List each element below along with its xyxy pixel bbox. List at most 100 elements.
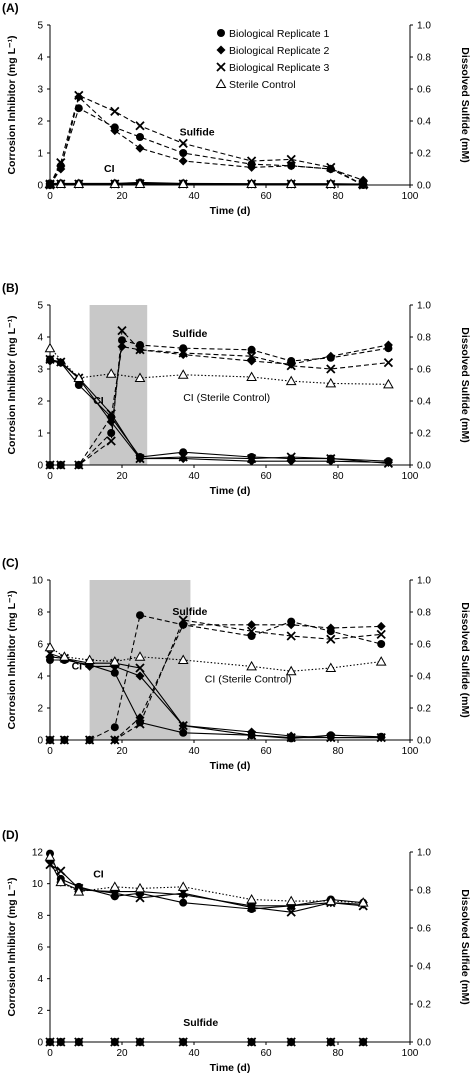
point-sterile-control-ci — [109, 881, 121, 891]
y2-tick-label: 0.2 — [417, 704, 431, 715]
point-biological-replicate-3-ci — [178, 452, 188, 462]
x-tick-label: 100 — [402, 471, 419, 482]
point-sterile-control-ci — [44, 342, 56, 353]
y-axis-label: Corrosion Inhibitor (mg L⁻¹) — [6, 35, 18, 174]
point-biological-replicate-2-sulfide — [178, 156, 188, 166]
y2-tick-label: 0.4 — [417, 962, 431, 973]
point-biological-replicate-3-ci — [383, 458, 394, 469]
point-sterile-control-ci — [134, 882, 146, 893]
x-axis-label: Time (d) — [210, 485, 251, 497]
x-tick-label: 60 — [260, 471, 272, 482]
point-biological-replicate-3-sulfide — [286, 361, 296, 371]
point-biological-replicate-3-ci — [45, 860, 55, 870]
panel-label: (A) — [2, 1, 19, 15]
point-sterile-control-ci — [177, 654, 189, 664]
point-biological-replicate-3-ci — [135, 453, 145, 464]
point-biological-replicate-1-sulfide — [179, 149, 188, 157]
point-biological-replicate-3-sulfide — [376, 629, 386, 640]
point-sterile-control-ci — [357, 897, 369, 907]
point-biological-replicate-3-sulfide — [106, 436, 116, 446]
x-tick-label: 40 — [188, 471, 200, 482]
point-biological-replicate-2-sulfide — [383, 340, 393, 350]
legend-label: Sterile Control — [229, 79, 296, 91]
point-biological-replicate-1-sulfide — [110, 723, 119, 732]
point-biological-replicate-3-ci — [135, 893, 145, 903]
point-biological-replicate-1-sulfide — [107, 429, 116, 437]
point-biological-replicate-3-sulfide — [117, 325, 127, 336]
point-biological-replicate-1-ci — [179, 728, 188, 737]
y2-tick-label: 0.6 — [417, 640, 431, 651]
y-tick-label: 0 — [37, 181, 43, 192]
point-biological-replicate-3-sulfide — [45, 180, 55, 190]
y-tick-label: 4 — [37, 333, 43, 344]
series-line-biological-replicate-2-sulfide — [50, 95, 364, 186]
y2-tick-label: 0.8 — [417, 886, 431, 897]
x-tick-label: 20 — [116, 191, 128, 202]
point-biological-replicate-3-sulfide — [135, 1037, 145, 1047]
point-biological-replicate-3-sulfide — [56, 460, 66, 470]
annotation: CI — [72, 661, 83, 673]
y2-tick-label: 0.8 — [417, 333, 431, 344]
legend-marker-triangle — [215, 78, 227, 88]
annotation: Sulfide — [183, 1017, 218, 1029]
x-axis-label: Time (d) — [210, 205, 251, 217]
point-biological-replicate-2-ci — [45, 356, 55, 366]
y-tick-label: 6 — [37, 943, 43, 954]
y2-tick-label: 0.2 — [417, 1000, 431, 1011]
point-biological-replicate-3-sulfide — [110, 735, 120, 745]
point-biological-replicate-2-sulfide — [326, 351, 336, 361]
point-biological-replicate-3-sulfide — [358, 1037, 368, 1047]
y-tick-label: 0 — [37, 1038, 43, 1049]
panel-a: 0 20 40 60 80 100 0 1 2 3 4 5 0.0 0.2 0.4 0.6 0.8 1.0 Time… — [2, 1, 471, 217]
point-biological-replicate-2-sulfide — [286, 161, 296, 171]
point-biological-replicate-3-sulfide — [110, 106, 120, 117]
annotation: CI — [93, 868, 104, 880]
y-tick-label: 2 — [37, 704, 43, 715]
point-sterile-control-ci — [73, 372, 85, 382]
shaded-region — [89, 305, 148, 465]
point-biological-replicate-3-ci — [376, 732, 386, 743]
y-tick-label: 8 — [37, 608, 43, 619]
legend-marker-diamond — [216, 45, 226, 55]
x-tick-label: 0 — [47, 191, 53, 202]
point-biological-replicate-2-sulfide — [247, 356, 257, 366]
point-biological-replicate-2-sulfide — [178, 350, 188, 360]
y2-tick-label: 0.2 — [417, 429, 431, 440]
panel-label: (C) — [2, 556, 19, 570]
series-line-biological-replicate-1-ci — [50, 853, 364, 910]
point-biological-replicate-3-sulfide — [178, 348, 188, 358]
panel-b: 0 20 40 60 80 100 0 1 2 3 4 5 0.0 0.2 0.4 0.6 0.8 1.0 Time… — [2, 281, 471, 497]
point-sterile-control-ci — [109, 656, 121, 666]
x-tick-label: 40 — [188, 1048, 200, 1059]
point-sterile-control-ci — [325, 662, 337, 672]
point-biological-replicate-3-sulfide — [326, 634, 336, 644]
point-biological-replicate-3-sulfide — [326, 364, 336, 374]
panel-label: (D) — [2, 828, 19, 842]
point-biological-replicate-2-ci — [178, 890, 188, 900]
point-biological-replicate-3-ci — [326, 732, 336, 743]
point-biological-replicate-3-sulfide — [326, 1037, 336, 1047]
point-biological-replicate-3-sulfide — [45, 735, 55, 745]
y-tick-label: 2 — [37, 397, 43, 408]
annotation: Sulfide — [172, 328, 207, 340]
point-sterile-control-ci — [285, 895, 297, 906]
y-tick-label: 1 — [37, 149, 43, 160]
y-tick-label: 4 — [37, 53, 43, 64]
x-tick-label: 0 — [47, 471, 53, 482]
y2-tick-label: 1.0 — [417, 848, 431, 859]
point-biological-replicate-2-ci — [247, 727, 257, 737]
point-sterile-control-ci — [285, 665, 297, 676]
x-tick-label: 20 — [116, 746, 128, 757]
series-line-biological-replicate-3-sulfide — [50, 329, 389, 466]
point-biological-replicate-3-sulfide — [246, 626, 257, 636]
y2-axis-label: Dissolved Sulfide (mM) — [459, 327, 471, 443]
y2-tick-label: 0.0 — [417, 181, 431, 192]
point-sterile-control-ci — [44, 851, 56, 861]
y-tick-label: 5 — [37, 301, 43, 312]
point-sterile-control-ci — [177, 369, 189, 379]
point-biological-replicate-2-sulfide — [247, 620, 257, 630]
x-tick-label: 100 — [402, 1048, 419, 1059]
point-biological-replicate-3-sulfide — [383, 357, 394, 368]
point-sterile-control-ci — [246, 660, 257, 671]
